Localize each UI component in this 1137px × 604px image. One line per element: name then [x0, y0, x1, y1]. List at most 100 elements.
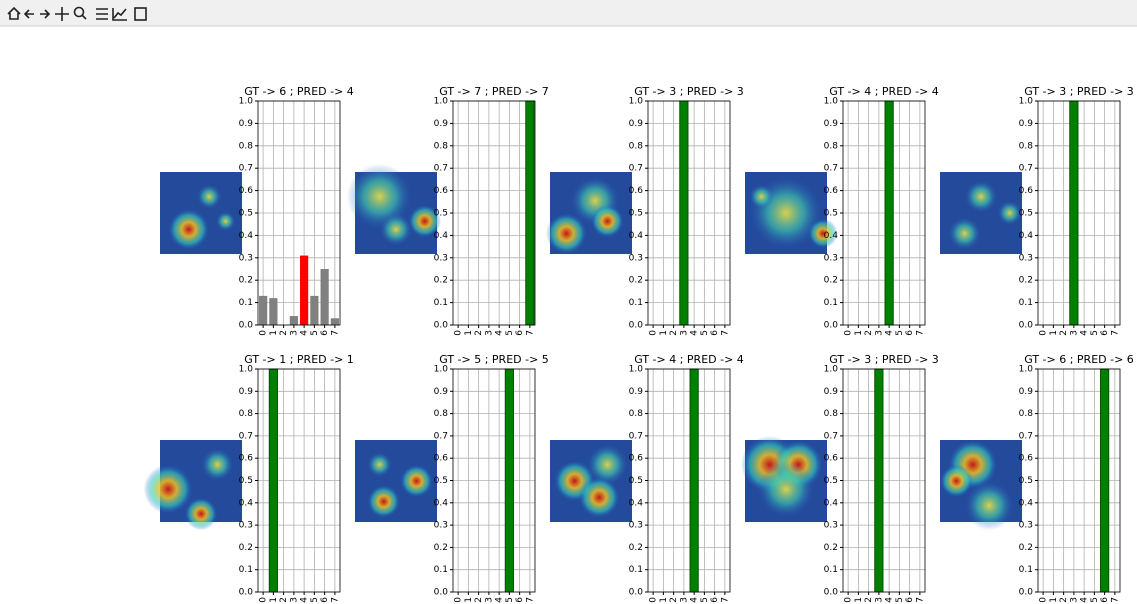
toolbar [0, 0, 1137, 26]
y-tick-label: 0.9 [629, 119, 644, 129]
x-tick-label: 6 [710, 330, 720, 336]
bar [875, 369, 883, 592]
x-tick-label: 4 [690, 330, 700, 336]
x-tick-label: 3 [289, 597, 299, 603]
x-tick-label: 6 [515, 330, 525, 336]
bar [310, 296, 318, 325]
y-tick-label: 0.4 [629, 231, 644, 241]
y-tick-label: 0.3 [1019, 521, 1033, 531]
x-tick-label: 3 [679, 597, 689, 603]
x-tick-label: 0 [1039, 330, 1049, 336]
image-blob [168, 209, 209, 250]
y-tick-label: 0.5 [824, 476, 838, 486]
y-tick-label: 0.7 [239, 431, 253, 441]
y-tick-label: 0.2 [434, 276, 448, 286]
x-tick-label: 3 [289, 330, 299, 336]
y-tick-label: 0.7 [824, 431, 838, 441]
y-tick-label: 0.8 [434, 409, 449, 419]
x-tick-label: 3 [874, 597, 884, 603]
bar [269, 369, 277, 592]
y-tick-label: 0.9 [629, 387, 644, 397]
x-tick-label: 5 [1090, 330, 1100, 336]
subplot-title: GT -> 3 ; PRED -> 3 [1024, 85, 1134, 98]
heatmap-image [144, 440, 242, 530]
x-tick-label: 2 [864, 597, 874, 603]
y-tick-label: 0.9 [239, 119, 254, 129]
y-tick-label: 0.6 [824, 454, 839, 464]
x-tick-label: 2 [1059, 330, 1069, 336]
subplot-title: GT -> 3 ; PRED -> 3 [634, 85, 744, 98]
image-blob [201, 448, 234, 481]
y-tick-label: 0.2 [434, 543, 448, 553]
image-blob [144, 465, 193, 514]
y-tick-label: 0.4 [1019, 231, 1034, 241]
y-tick-label: 0.9 [824, 119, 839, 129]
y-tick-label: 0.5 [239, 209, 253, 219]
x-tick-label: 3 [679, 330, 689, 336]
image-blob [749, 184, 774, 209]
image-blob [591, 205, 624, 238]
y-tick-label: 0.0 [434, 321, 449, 331]
x-tick-label: 1 [464, 597, 474, 603]
x-tick-label: 7 [915, 330, 925, 336]
x-tick-label: 1 [854, 597, 864, 603]
x-tick-label: 7 [720, 597, 730, 603]
x-tick-label: 2 [1059, 597, 1069, 603]
x-tick-label: 1 [1049, 597, 1059, 603]
y-tick-label: 0.6 [1019, 454, 1034, 464]
x-tick-label: 4 [1080, 597, 1090, 603]
image-blob [940, 465, 973, 498]
y-tick-label: 0.7 [629, 164, 643, 174]
x-tick-label: 4 [690, 597, 700, 603]
x-tick-label: 6 [905, 597, 915, 603]
y-tick-label: 0.9 [824, 387, 839, 397]
x-tick-label: 5 [310, 597, 320, 603]
y-tick-label: 0.7 [629, 431, 643, 441]
y-tick-label: 0.5 [1019, 476, 1033, 486]
y-tick-label: 0.8 [239, 409, 254, 419]
x-tick-label: 5 [505, 597, 515, 603]
y-tick-label: 0.1 [1019, 298, 1033, 308]
x-tick-label: 3 [1069, 597, 1079, 603]
bar [690, 369, 698, 592]
y-tick-label: 0.8 [629, 409, 644, 419]
bar [290, 316, 298, 325]
x-tick-label: 5 [700, 597, 710, 603]
y-tick-label: 0.6 [1019, 186, 1034, 196]
y-tick-label: 0.5 [824, 209, 838, 219]
subplot-title: GT -> 6 ; PRED -> 4 [244, 85, 354, 98]
x-tick-label: 4 [300, 597, 310, 603]
subplot-title: GT -> 1 ; PRED -> 1 [244, 353, 354, 366]
x-tick-label: 2 [279, 330, 289, 336]
y-tick-label: 1.0 [629, 97, 644, 107]
x-tick-label: 3 [484, 597, 494, 603]
image-blob [367, 452, 392, 477]
x-tick-label: 6 [1100, 597, 1110, 603]
image-blob [757, 461, 814, 518]
bar [526, 101, 534, 325]
x-tick-label: 0 [844, 330, 854, 336]
y-tick-label: 0.2 [1019, 543, 1033, 553]
y-tick-label: 0.5 [629, 209, 643, 219]
y-tick-label: 0.4 [824, 498, 839, 508]
y-tick-label: 0.0 [239, 321, 254, 331]
x-tick-label: 0 [454, 330, 464, 336]
x-tick-label: 5 [1090, 597, 1100, 603]
x-tick-label: 5 [895, 597, 905, 603]
y-tick-label: 0.7 [1019, 431, 1033, 441]
y-tick-label: 1.0 [629, 365, 644, 375]
y-tick-label: 0.1 [239, 298, 253, 308]
x-tick-label: 0 [454, 597, 464, 603]
x-tick-label: 2 [279, 597, 289, 603]
x-tick-label: 7 [1110, 330, 1120, 336]
y-tick-label: 0.0 [824, 321, 839, 331]
y-tick-label: 0.1 [629, 298, 643, 308]
subplot-title: GT -> 6 ; PRED -> 6 [1024, 353, 1134, 366]
y-tick-label: 0.2 [1019, 276, 1033, 286]
image-blob [380, 213, 413, 246]
bar [1101, 369, 1109, 592]
image-blob [579, 477, 620, 518]
y-tick-label: 0.0 [239, 588, 254, 598]
x-tick-label: 0 [649, 330, 659, 336]
y-tick-label: 0.8 [824, 141, 839, 151]
